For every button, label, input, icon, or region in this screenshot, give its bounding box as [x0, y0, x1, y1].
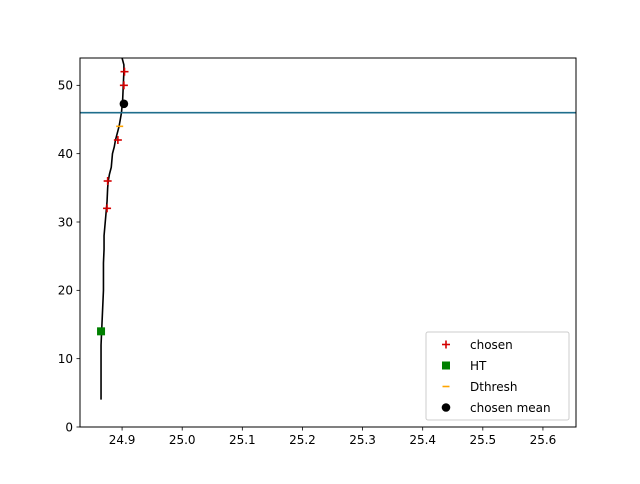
x-tick-label: 25.5: [469, 433, 496, 447]
data-layer: [80, 58, 576, 400]
x-tick-label: 25.4: [409, 433, 436, 447]
y-axis: 0 10 20 30 40 50: [58, 79, 80, 434]
x-tick-label: 24.9: [109, 433, 136, 447]
y-tick-label: 20: [58, 284, 73, 298]
y-tick-label: 0: [65, 420, 73, 434]
legend-item: HT: [442, 359, 487, 373]
legend-item: Dthresh: [442, 380, 517, 394]
x-tick-label: 25.6: [530, 433, 557, 447]
chosen-point: [103, 204, 112, 213]
legend-label: HT: [470, 359, 487, 373]
chosen-point: [120, 67, 129, 76]
x-tick-label: 25.1: [229, 433, 256, 447]
legend-label: Dthresh: [470, 380, 517, 394]
chosen-point: [103, 177, 112, 185]
legend-marker: [441, 403, 451, 412]
legend-label: chosen mean: [470, 401, 551, 415]
legend-marker: [442, 361, 450, 370]
x-tick-label: 25.0: [169, 433, 196, 447]
x-axis: 24.9 25.0 25.1 25.2 25.3 25.4 25.5 25.6: [109, 427, 557, 447]
y-tick-label: 30: [58, 215, 73, 229]
y-tick-label: 10: [58, 352, 73, 366]
legend-item: chosen: [442, 338, 513, 352]
legend-label: chosen: [470, 338, 513, 352]
HT-point: [97, 327, 106, 336]
legend-marker: [442, 340, 450, 349]
legend-box: [425, 331, 570, 421]
x-tick-label: 25.3: [349, 433, 376, 447]
chosen-mean-point: [119, 99, 129, 109]
y-tick-label: 40: [58, 147, 73, 161]
chosen-point: [119, 81, 128, 90]
legend-item: chosen mean: [441, 401, 551, 415]
x-tick-label: 25.2: [289, 433, 316, 447]
plot-frame: [79, 57, 577, 428]
chosen-point: [113, 136, 122, 144]
y-tick-label: 50: [58, 79, 73, 93]
legend: chosen HT Dthresh chosen mean: [425, 331, 570, 421]
